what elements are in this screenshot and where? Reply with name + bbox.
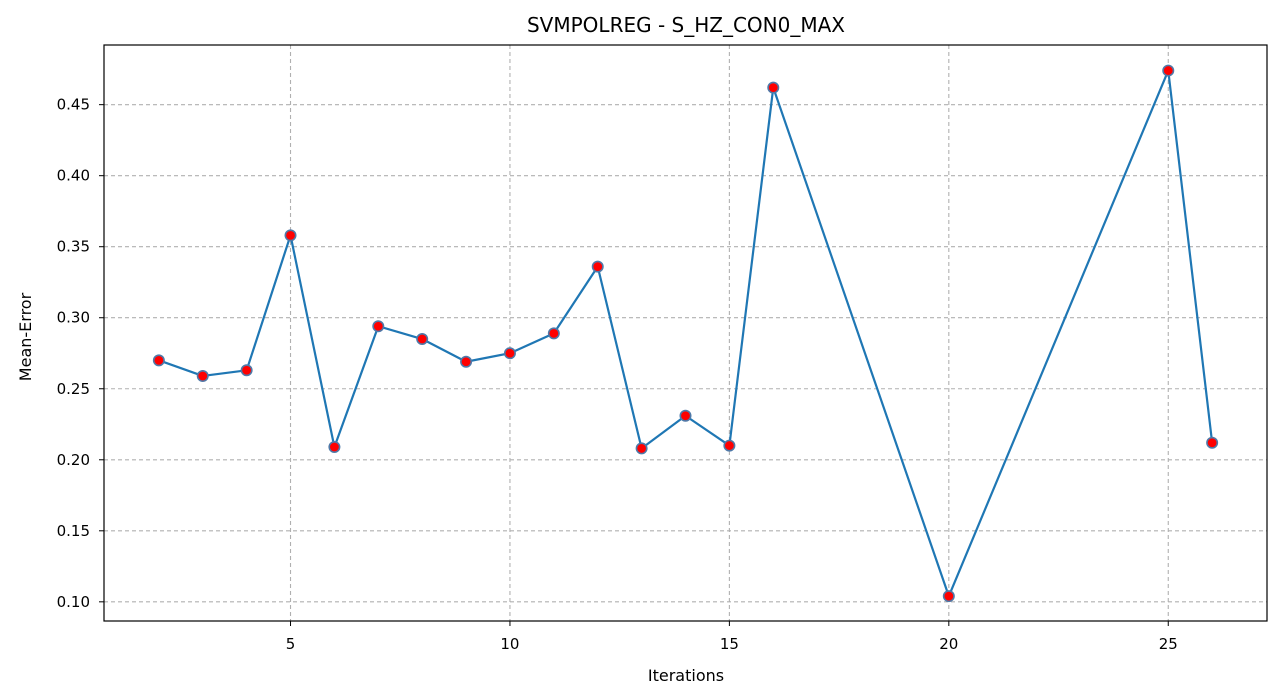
data-point — [503, 347, 516, 360]
data-point — [723, 439, 736, 452]
y-tick-label: 0.15 — [57, 522, 90, 540]
line-layer — [157, 69, 1214, 598]
x-tick-label: 10 — [500, 635, 519, 653]
y-tick-label: 0.20 — [57, 451, 90, 469]
data-point — [196, 369, 209, 382]
chart-title: SVMPOLREG - S_HZ_CON0_MAX — [527, 13, 845, 37]
data-point — [767, 81, 780, 94]
data-point — [460, 355, 473, 368]
x-axis-label: Iterations — [648, 666, 724, 685]
data-point — [1206, 436, 1219, 449]
grid-layer — [104, 45, 1267, 621]
data-point — [679, 409, 692, 422]
y-axis-label: Mean-Error — [16, 292, 35, 381]
y-tick-label: 0.40 — [57, 167, 90, 185]
x-tick-label: 5 — [286, 635, 296, 653]
y-tick-label: 0.25 — [57, 380, 90, 398]
data-point — [416, 333, 429, 346]
data-point — [284, 229, 297, 242]
data-point — [372, 320, 385, 333]
x-tick-label: 25 — [1159, 635, 1178, 653]
y-tick-label: 0.10 — [57, 593, 90, 611]
y-ticks-layer: 0.10 0.15 0.20 0.25 0.30 0.35 0.40 0.45 — [57, 96, 104, 611]
y-tick-label: 0.45 — [57, 96, 90, 114]
data-point — [1162, 64, 1175, 77]
y-tick-label: 0.30 — [57, 309, 90, 327]
points-layer — [152, 64, 1219, 603]
data-point — [152, 354, 165, 367]
y-tick-label: 0.35 — [57, 238, 90, 256]
data-point — [547, 327, 560, 340]
plot-frame — [103, 44, 1268, 622]
data-point — [635, 442, 648, 455]
data-point — [240, 364, 253, 377]
x-tick-label: 20 — [939, 635, 958, 653]
series-line — [157, 69, 1214, 598]
x-tick-label: 15 — [720, 635, 739, 653]
x-ticks-layer: 5 10 15 20 25 — [286, 621, 1178, 653]
data-point — [328, 440, 341, 453]
data-point — [942, 590, 955, 603]
data-point — [591, 260, 604, 273]
